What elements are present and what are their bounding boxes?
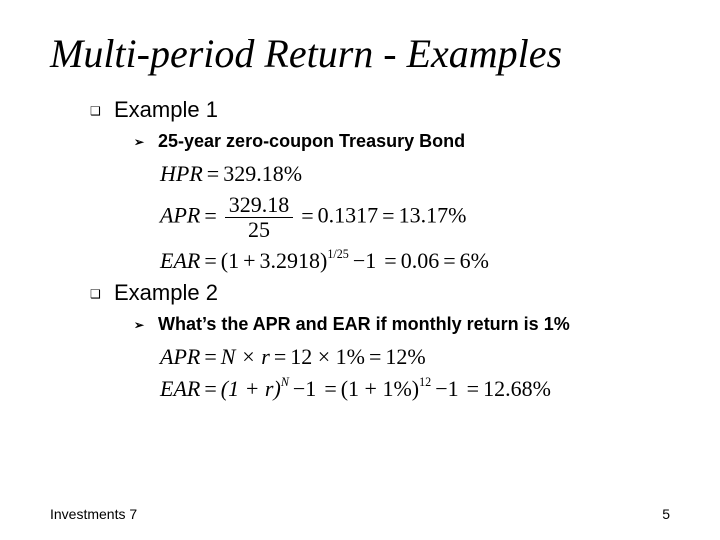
symbolic: N × r <box>221 344 270 369</box>
formula-apr2: APR=N × r=12 × 1%=12% <box>160 344 670 370</box>
list-item: ❑ Example 1 <box>90 97 670 125</box>
formula-ear: EAR=(1+3.2918)1/25−1=0.06=6% <box>160 248 670 274</box>
exp-num: 12 <box>419 375 431 389</box>
exp-sym: N <box>281 375 289 389</box>
value-percent: 13.17% <box>399 203 467 228</box>
example2-heading: Example 2 <box>114 280 218 306</box>
arrow-bullet-icon: ➢ <box>134 131 158 153</box>
footer-left: Investments 7 <box>50 506 137 522</box>
value-decimal: 0.1317 <box>318 203 379 228</box>
example2-formulas: APR=N × r=12 × 1%=12% EAR=(1 + r)N−1=(1 … <box>160 344 670 402</box>
numerator: 329.18 <box>225 193 294 217</box>
lhs: APR <box>160 344 200 369</box>
exponent: 1/25 <box>327 247 349 261</box>
lhs: APR <box>160 203 200 228</box>
base-inner: 3.2918 <box>260 248 321 273</box>
slide-footer: Investments 7 5 <box>50 506 670 522</box>
list-item: ➢ What’s the APR and EAR if monthly retu… <box>134 314 670 336</box>
value-percent: 12.68% <box>483 376 551 401</box>
rhs: 329.18% <box>223 161 302 186</box>
value-percent: 12% <box>385 344 425 369</box>
arrow-bullet-icon: ➢ <box>134 314 158 336</box>
square-bullet-icon: ❑ <box>90 280 114 308</box>
slide-body: ❑ Example 1 ➢ 25-year zero-coupon Treasu… <box>50 97 670 402</box>
lhs: EAR <box>160 248 200 273</box>
square-bullet-icon: ❑ <box>90 97 114 125</box>
base-num: (1 + 1%) <box>341 376 419 401</box>
value-decimal: 0.06 <box>401 248 440 273</box>
example1-formulas: HPR=329.18% APR=329.1825=0.1317=13.17% E… <box>160 161 670 274</box>
example2-sub: What’s the APR and EAR if monthly return… <box>158 314 570 335</box>
denominator: 25 <box>225 217 294 242</box>
value-percent: 6% <box>460 248 489 273</box>
lhs: EAR <box>160 376 200 401</box>
example1-heading: Example 1 <box>114 97 218 123</box>
slide-title: Multi-period Return - Examples <box>50 30 670 77</box>
lhs: HPR <box>160 161 203 186</box>
example1-sub: 25-year zero-coupon Treasury Bond <box>158 131 465 152</box>
footer-page-number: 5 <box>662 506 670 522</box>
formula-ear2: EAR=(1 + r)N−1=(1 + 1%)12−1=12.68% <box>160 376 670 402</box>
numeric: 12 × 1% <box>290 344 365 369</box>
base-sym: (1 + r) <box>221 376 281 401</box>
slide: Multi-period Return - Examples ❑ Example… <box>0 0 720 540</box>
formula-apr: APR=329.1825=0.1317=13.17% <box>160 193 670 242</box>
list-item: ➢ 25-year zero-coupon Treasury Bond <box>134 131 670 153</box>
formula-hpr: HPR=329.18% <box>160 161 670 187</box>
list-item: ❑ Example 2 <box>90 280 670 308</box>
